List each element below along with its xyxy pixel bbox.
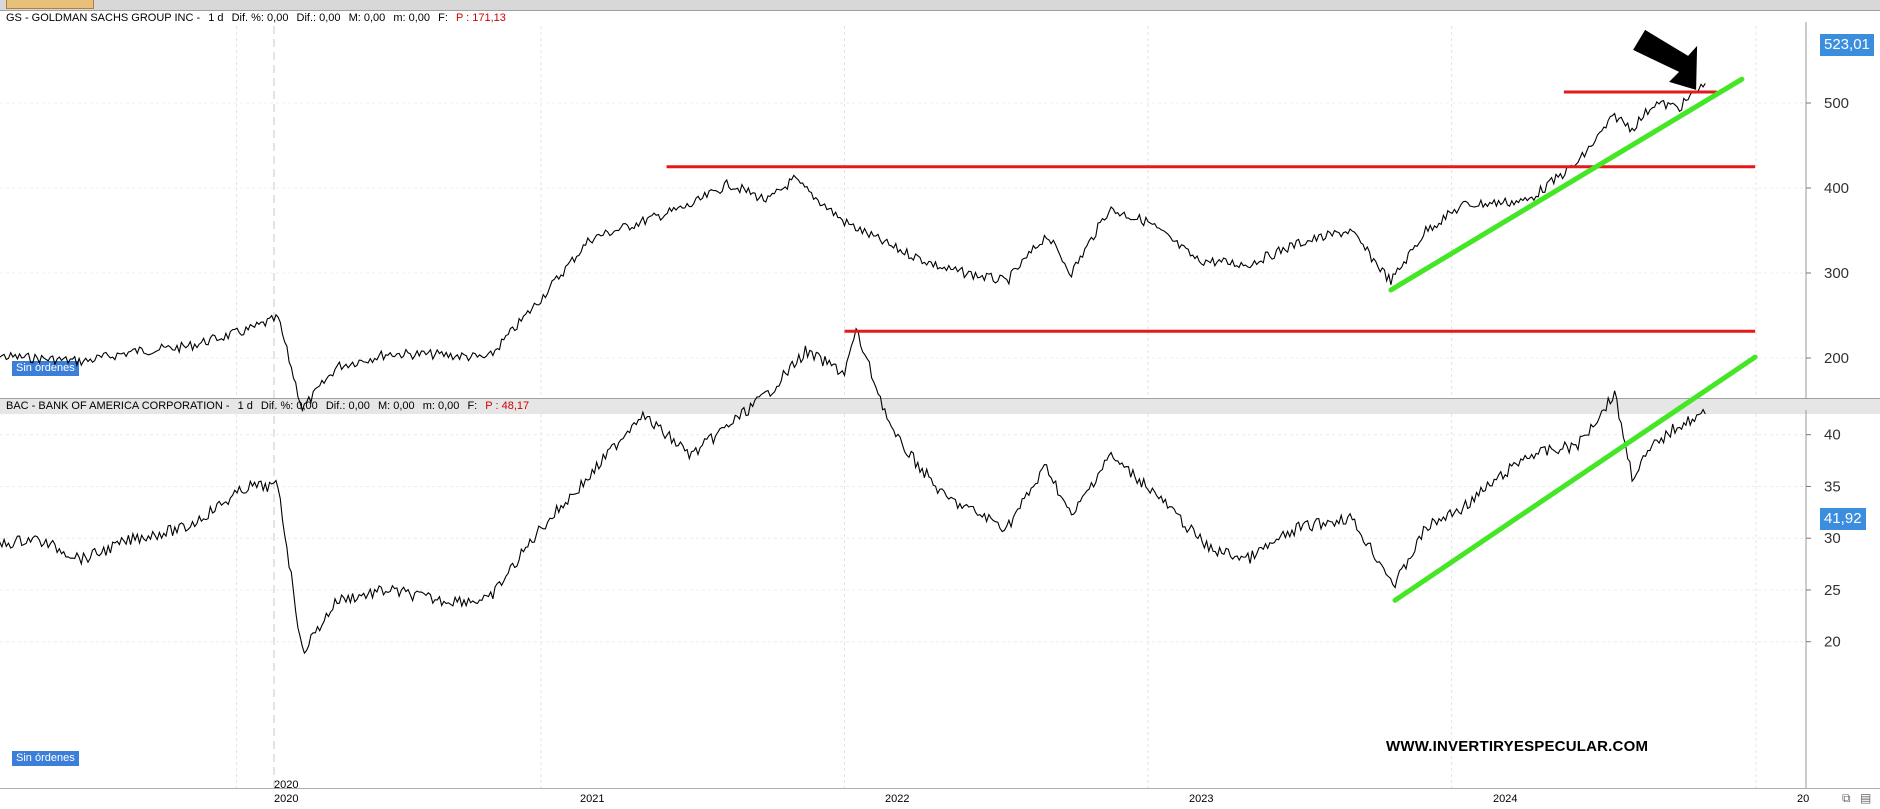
top-chart-panel: GS - GOLDMAN SACHS GROUP INC - 1 d Dif. … [0, 10, 1880, 398]
top-y-tick-label: 200 [1824, 350, 1849, 367]
window-top-strip [0, 0, 1880, 10]
top-panel-header: GS - GOLDMAN SACHS GROUP INC - 1 d Dif. … [0, 11, 1880, 26]
x-axis-marker-label: 2020 [274, 779, 299, 791]
bottom-f-label: F: [467, 400, 478, 412]
bottom-min: m: 0,00 [422, 400, 460, 412]
x-tick-label: 20 [1797, 793, 1810, 805]
x-tick-label: 2024 [1493, 793, 1518, 805]
top-y-tick-label: 500 [1824, 95, 1849, 112]
bottom-chart-panel: BAC - BANK OF AMERICA CORPORATION - 1 d … [0, 398, 1880, 790]
bottom-y-tick-label: 40 [1824, 427, 1841, 444]
top-y-tick-label: 300 [1824, 265, 1849, 282]
bottom-panel-header: BAC - BANK OF AMERICA CORPORATION - 1 d … [0, 399, 1880, 414]
top-symbol: GS - GOLDMAN SACHS GROUP INC - [6, 12, 201, 24]
bottom-dif: Dif.: 0,00 [325, 400, 370, 412]
bottom-orders-badge[interactable]: Sin órdenes [12, 751, 79, 766]
bottom-y-tick-label: 35 [1824, 478, 1841, 495]
x-tick-label: 2022 [885, 793, 910, 805]
bottom-f-price: P : 48,17 [485, 400, 530, 412]
bottom-y-tick-label: 20 [1824, 634, 1841, 651]
bottom-y-tick-label: 30 [1824, 530, 1841, 547]
top-orders-badge[interactable]: Sin órdenes [12, 361, 79, 376]
x-tick-label: 2020 [274, 793, 299, 805]
top-trend-line [1388, 76, 1745, 293]
bottom-price-series [0, 327, 1706, 655]
bottom-last-price-tag: 41,92 [1820, 508, 1866, 530]
x-tick-label: 2023 [1189, 793, 1214, 805]
top-min: m: 0,00 [393, 12, 431, 24]
top-dif-pct: Dif. %: 0,00 [231, 12, 289, 24]
top-arrow-annotation [1633, 29, 1698, 90]
top-last-price-tag: 523,01 [1820, 34, 1874, 56]
top-y-tick-label: 400 [1824, 180, 1849, 197]
bottom-y-tick-label: 25 [1824, 582, 1841, 599]
top-f-price: P : 171,13 [455, 12, 506, 24]
bottom-symbol: BAC - BANK OF AMERICA CORPORATION - [6, 400, 230, 412]
watermark: WWW.INVERTIRYESPECULAR.COM [1386, 738, 1649, 755]
zoom-icon[interactable]: ⧉ [1842, 791, 1851, 805]
top-price-series [0, 83, 1706, 413]
top-dif: Dif.: 0,00 [296, 12, 341, 24]
bottom-max: M: 0,00 [377, 400, 415, 412]
x-tick-label: 2021 [580, 793, 605, 805]
top-f-label: F: [438, 12, 448, 24]
layout-icon[interactable]: ▤ [1860, 791, 1872, 805]
bottom-interval: 1 d [237, 400, 253, 412]
top-max: M: 0,00 [348, 12, 386, 24]
window-tab[interactable] [6, 0, 94, 9]
top-interval: 1 d [208, 12, 224, 24]
bottom-dif-pct: Dif. %: 0,00 [260, 400, 318, 412]
bottom-trend-line [1392, 354, 1758, 603]
time-axis[interactable] [0, 788, 1880, 809]
